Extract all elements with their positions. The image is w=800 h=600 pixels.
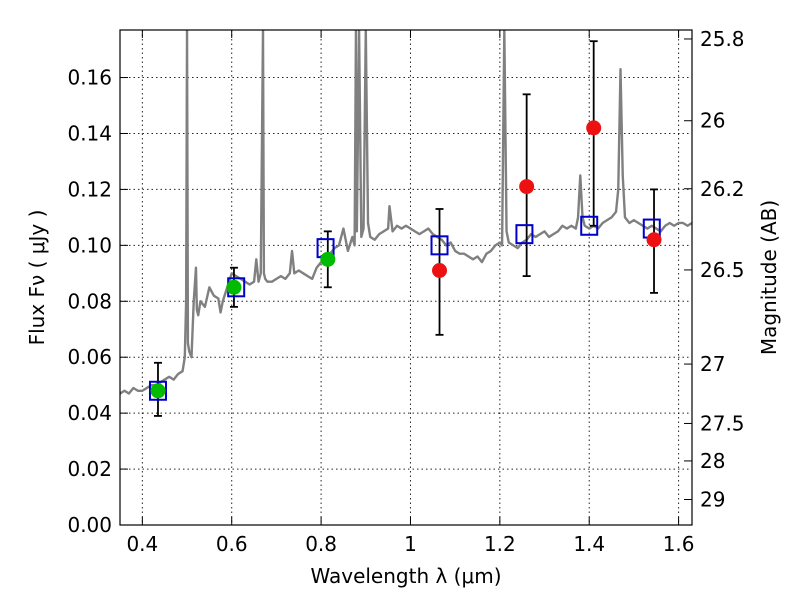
plot-area (120, 30, 692, 417)
data-point (226, 279, 242, 295)
data-point (432, 263, 448, 279)
model-photometry-square (148, 380, 167, 401)
model-photometry-square (580, 215, 599, 236)
x-tick-label: 0.6 (216, 532, 248, 556)
y2-tick-label: 28 (700, 449, 725, 473)
x-tick-label: 1 (404, 532, 417, 556)
y2-axis-label: Magnitude (AB) (757, 200, 781, 355)
y-tick-label: 0.10 (67, 233, 112, 257)
y2-tick-label: 27.5 (700, 411, 745, 435)
x-tick-label: 1.4 (573, 532, 605, 556)
y2-tick-label: 27 (700, 352, 725, 376)
y-tick-label: 0.04 (67, 401, 112, 425)
data-point (519, 179, 535, 195)
y-tick-label: 0.12 (67, 177, 112, 201)
y2-tick-label: 26.2 (700, 177, 745, 201)
y2-tick-label: 26 (700, 109, 725, 133)
model-photometry-square (515, 224, 534, 245)
y2-tick-label: 25.8 (700, 27, 745, 51)
y-tick-label: 0.08 (67, 289, 112, 313)
y2-tick-label: 26.5 (700, 258, 745, 282)
data-point (586, 120, 602, 136)
data-point (150, 383, 166, 399)
data-point (320, 251, 336, 267)
model-spectrum-line (120, 30, 692, 395)
x-tick-label: 1.2 (484, 532, 516, 556)
plot-frame (119, 29, 693, 526)
x-tick-label: 0.4 (126, 532, 158, 556)
y-tick-label: 0.00 (67, 513, 112, 537)
axis-ticks: 0.4 0.6 0.8 1 1.2 1.4 1.6 0.00 0.02 0.04 0.06 0.08 0… (67, 27, 744, 556)
y-axis-label: Flux Fν ( μJy ) (25, 210, 49, 346)
y-tick-label: 0.14 (67, 121, 112, 145)
model-photometry-square (430, 235, 449, 256)
grid-lines (120, 30, 692, 526)
x-tick-label: 1.6 (663, 532, 695, 556)
data-point (646, 232, 662, 248)
y-tick-label: 0.06 (67, 345, 112, 369)
x-axis-label: Wavelength λ (μm) (310, 564, 501, 588)
y2-tick-label: 29 (700, 487, 725, 511)
y-tick-label: 0.16 (67, 66, 112, 90)
y-tick-label: 0.02 (67, 457, 112, 481)
x-tick-label: 0.8 (305, 532, 337, 556)
